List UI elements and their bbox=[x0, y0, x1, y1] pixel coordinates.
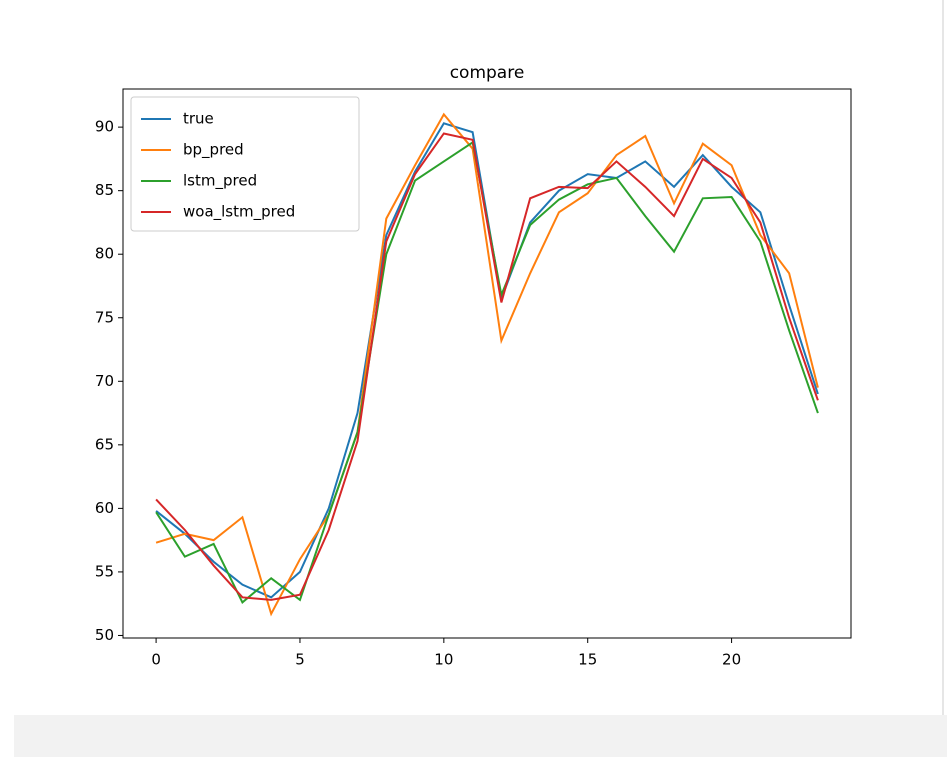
y-tick-label: 60 bbox=[95, 499, 114, 517]
legend-label: lstm_pred bbox=[183, 172, 257, 191]
x-tick-label: 15 bbox=[578, 651, 597, 669]
x-tick-label: 10 bbox=[434, 651, 453, 669]
x-tick-label: 0 bbox=[151, 651, 161, 669]
legend-box bbox=[130, 96, 360, 232]
y-tick-label: 65 bbox=[95, 435, 114, 453]
legend-label: bp_pred bbox=[183, 141, 244, 160]
x-tick-label: 5 bbox=[295, 651, 305, 669]
legend-label: true bbox=[183, 110, 214, 128]
legend-label: woa_lstm_pred bbox=[183, 203, 295, 222]
y-tick-label: 50 bbox=[95, 626, 114, 644]
y-tick-label: 85 bbox=[95, 181, 114, 199]
line-series bbox=[155, 132, 819, 601]
chart-title: compare bbox=[450, 63, 525, 83]
y-tick-label: 70 bbox=[95, 372, 114, 390]
y-tick-label: 55 bbox=[95, 562, 114, 580]
y-tick-label: 90 bbox=[95, 118, 114, 136]
x-tick-label: 20 bbox=[722, 651, 741, 669]
footer-band bbox=[14, 715, 947, 757]
line-series bbox=[155, 112, 819, 617]
y-tick-label: 80 bbox=[95, 245, 114, 263]
axes-frame bbox=[122, 88, 852, 639]
y-tick-label: 75 bbox=[95, 308, 114, 326]
